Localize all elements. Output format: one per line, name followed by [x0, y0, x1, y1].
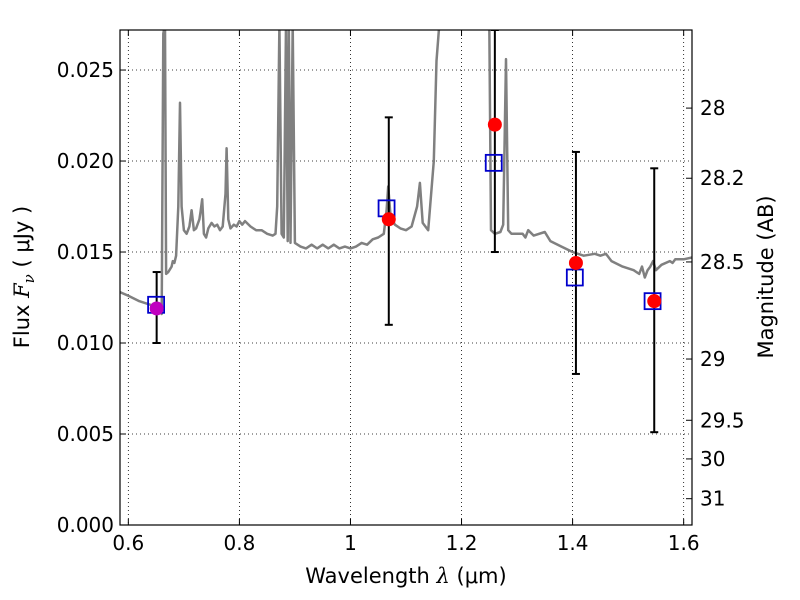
right-tick-label: 30 [700, 447, 725, 471]
right-axis-label: Magnitude (AB) [754, 195, 778, 358]
right-tick-label: 28 [700, 96, 725, 120]
observed-point [381, 212, 396, 227]
observed-point [487, 117, 502, 132]
x-tick-label: 1.6 [668, 531, 700, 555]
y-tick-label: 0.025 [57, 58, 114, 82]
y-tick-label: 0.015 [57, 240, 114, 264]
right-tick-labels: 28 28.2 28.5 29 29.5 30 31 [700, 96, 745, 511]
model-square [484, 153, 503, 172]
right-tick-label: 29 [700, 347, 725, 371]
x-axis-label: Wavelength λ (μm) [305, 564, 506, 588]
x-tick-label: 0.6 [112, 531, 144, 555]
observed-point [647, 294, 662, 309]
x-tick-label: 1.4 [557, 531, 589, 555]
y-tick-labels: 0.000 0.005 0.010 0.015 0.020 0.025 [57, 58, 114, 537]
plot-frame [119, 29, 693, 526]
right-tick-label: 28.2 [700, 166, 745, 190]
observed-point [568, 255, 583, 270]
right-tick-label: 29.5 [700, 408, 745, 432]
y-tick-label: 0.000 [57, 513, 114, 537]
right-tick-label: 31 [700, 487, 725, 511]
observed-point [149, 301, 164, 316]
observed-points [149, 117, 662, 316]
template-spectrum-line [120, 30, 692, 316]
x-tick-label: 0.8 [223, 531, 255, 555]
grid [120, 30, 692, 526]
model-square [565, 268, 584, 287]
plot-area [120, 30, 692, 434]
y-axis-label: Flux Fν ( μJy ) [10, 206, 38, 348]
y-tick-label: 0.005 [57, 422, 114, 446]
right-tick-label: 28.5 [700, 250, 745, 274]
x-tick-labels: 0.6 0.8 1 1.2 1.4 1.6 [112, 531, 699, 555]
x-tick-label: 1.2 [446, 531, 478, 555]
axis-ticks [120, 30, 692, 526]
y-tick-label: 0.020 [57, 149, 114, 173]
y-tick-label: 0.010 [57, 331, 114, 355]
x-tick-label: 1 [344, 531, 357, 555]
